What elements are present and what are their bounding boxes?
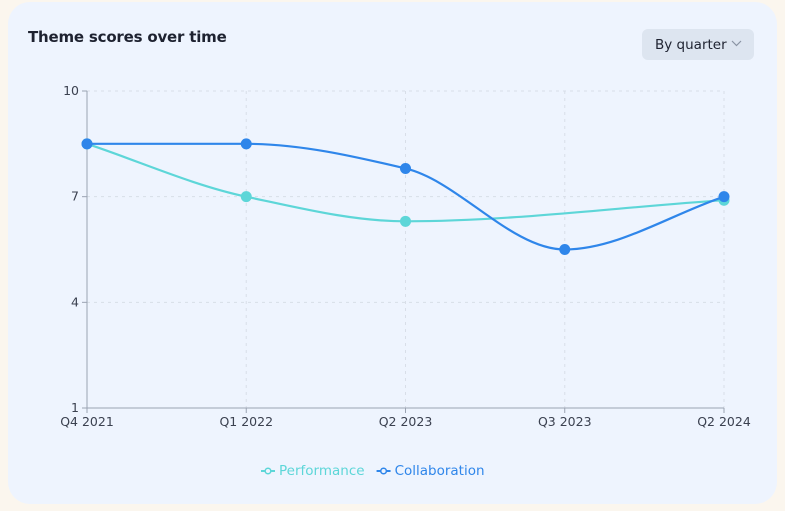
- legend-marker-dot: [264, 467, 272, 475]
- y-tick-label: 7: [71, 189, 79, 204]
- series-line-performance: [85, 142, 726, 223]
- data-point-collaboration: [559, 244, 571, 255]
- legend-marker-dot: [380, 467, 388, 475]
- period-select[interactable]: By quarter: [642, 29, 754, 60]
- legend-layer: Performance Collaboration: [261, 463, 485, 479]
- legend-item-performance[interactable]: Performance: [261, 463, 365, 479]
- legend-item-collaboration[interactable]: Collaboration: [376, 463, 485, 479]
- chart-title: Theme scores over time: [28, 28, 227, 46]
- data-point-collaboration: [400, 162, 411, 174]
- x-tick-label: Q2 2024: [697, 414, 751, 429]
- data-point-performance: [240, 191, 252, 203]
- legend-label: Performance: [279, 463, 365, 479]
- x-tick-label: Q2 2023: [379, 414, 433, 429]
- data-point-performance: [400, 215, 411, 227]
- axis-layer: 1 4 7 10 Q4 2021 Q1 2022 Q2 2023 Q3 2023 Q2 2024: [60, 83, 751, 429]
- y-tick-label: 1: [71, 400, 79, 415]
- x-tick-label: Q4 2021: [60, 414, 114, 429]
- series-layer: [81, 138, 730, 255]
- chevron-down-icon: [731, 40, 742, 47]
- y-tick-label: 4: [71, 294, 79, 309]
- chart-card: [8, 2, 777, 504]
- data-point-collaboration: [718, 191, 730, 203]
- period-select-label: By quarter: [655, 36, 727, 53]
- data-point-collaboration: [240, 138, 252, 150]
- x-tick-label: Q3 2023: [538, 414, 592, 429]
- data-point-collaboration: [81, 138, 93, 150]
- legend-label: Collaboration: [395, 463, 485, 479]
- y-tick-label: 10: [63, 83, 79, 98]
- grid-layer: [87, 90, 725, 408]
- x-tick-label: Q1 2022: [219, 414, 273, 429]
